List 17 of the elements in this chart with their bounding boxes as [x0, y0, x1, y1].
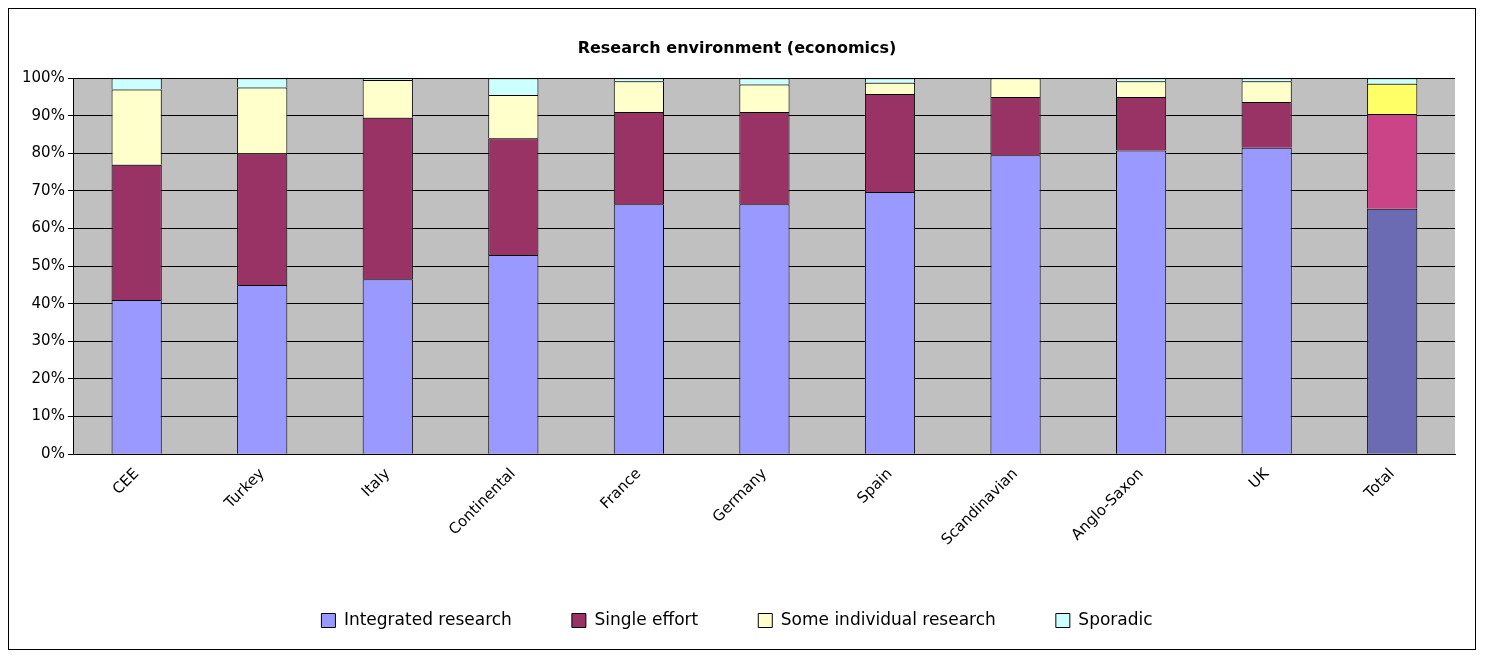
chart-title: Research environment (economics)	[577, 37, 897, 57]
y-tick-label: 70%	[31, 180, 65, 199]
y-tick-label: 100%	[21, 68, 65, 87]
y-tick-label: 60%	[31, 218, 65, 237]
y-tick-label: 80%	[31, 143, 65, 162]
x-tick-label: UK	[1244, 463, 1274, 492]
legend-label: Single effort	[594, 608, 699, 629]
y-tick-label: 30%	[31, 331, 65, 350]
legend-label: Some individual research	[780, 608, 996, 629]
y-tick-label: 20%	[31, 368, 65, 387]
y-tick-label: 90%	[31, 105, 65, 124]
y-tick-label: 50%	[31, 256, 65, 275]
legend-label: Integrated research	[343, 608, 512, 629]
y-tick-label: 10%	[31, 406, 65, 425]
y-tick-label: 0%	[41, 444, 65, 463]
legend-label: Sporadic	[1078, 608, 1153, 629]
y-tick-label: 40%	[31, 293, 65, 312]
